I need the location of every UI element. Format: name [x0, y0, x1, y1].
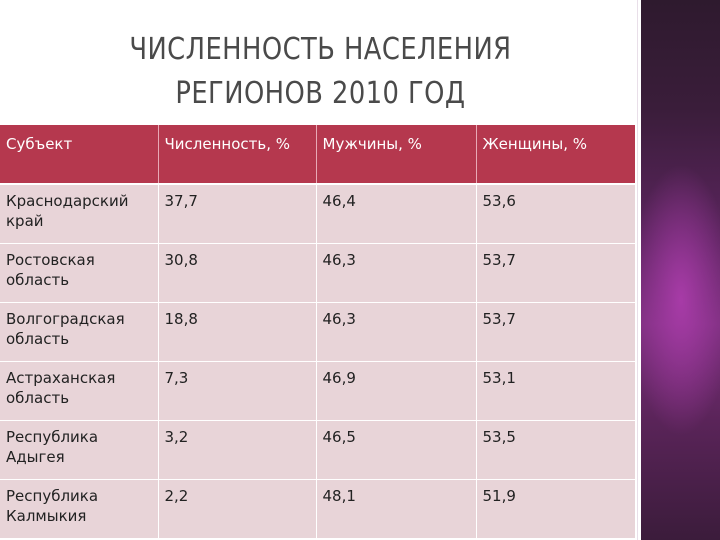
cell-population: 3,2 — [158, 420, 317, 480]
cell-population: 2,2 — [158, 479, 317, 539]
decorative-side-panel — [641, 0, 720, 540]
cell-subject: Волгоградская область — [0, 302, 159, 362]
table-header-row: Субъект Численность, % Мужчины, % Женщин… — [0, 125, 635, 185]
cell-population: 7,3 — [158, 361, 317, 421]
cell-population: 37,7 — [158, 184, 317, 244]
table-row: Республика Калмыкия 2,2 48,1 51,9 — [0, 479, 635, 539]
title-line-2: РЕГИОНОВ 2010 ГОД — [175, 76, 466, 111]
cell-subject: Краснодарский край — [0, 184, 159, 244]
header-men: Мужчины, % — [316, 125, 477, 185]
table-row: Волгоградская область 18,8 46,3 53,7 — [0, 302, 635, 362]
cell-women: 53,1 — [476, 361, 635, 421]
cell-men: 46,9 — [316, 361, 477, 421]
header-women: Женщины, % — [476, 125, 635, 185]
cell-subject: Ростовская область — [0, 243, 159, 303]
cell-women: 53,5 — [476, 420, 635, 480]
table-row: Астраханская область 7,3 46,9 53,1 — [0, 361, 635, 421]
header-population: Численность, % — [158, 125, 317, 185]
population-table: Субъект Численность, % Мужчины, % Женщин… — [0, 125, 635, 539]
table-row: Республика Адыгея 3,2 46,5 53,5 — [0, 420, 635, 480]
cell-women: 51,9 — [476, 479, 635, 539]
cell-men: 46,5 — [316, 420, 477, 480]
side-divider — [637, 0, 638, 540]
title-line-1: ЧИСЛЕННОСТЬ НАСЕЛЕНИЯ — [129, 32, 512, 67]
header-subject: Субъект — [0, 125, 159, 185]
cell-population: 30,8 — [158, 243, 317, 303]
table-row: Ростовская область 30,8 46,3 53,7 — [0, 243, 635, 303]
cell-population: 18,8 — [158, 302, 317, 362]
cell-men: 46,4 — [316, 184, 477, 244]
cell-men: 46,3 — [316, 243, 477, 303]
cell-women: 53,7 — [476, 302, 635, 362]
cell-subject: Республика Калмыкия — [0, 479, 159, 539]
cell-men: 48,1 — [316, 479, 477, 539]
cell-subject: Астраханская область — [0, 361, 159, 421]
cell-subject: Республика Адыгея — [0, 420, 159, 480]
cell-men: 46,3 — [316, 302, 477, 362]
cell-women: 53,6 — [476, 184, 635, 244]
slide-title: ЧИСЛЕННОСТЬ НАСЕЛЕНИЯ РЕГИОНОВ 2010 ГОД — [45, 28, 596, 116]
cell-women: 53,7 — [476, 243, 635, 303]
table-row: Краснодарский край 37,7 46,4 53,6 — [0, 184, 635, 244]
